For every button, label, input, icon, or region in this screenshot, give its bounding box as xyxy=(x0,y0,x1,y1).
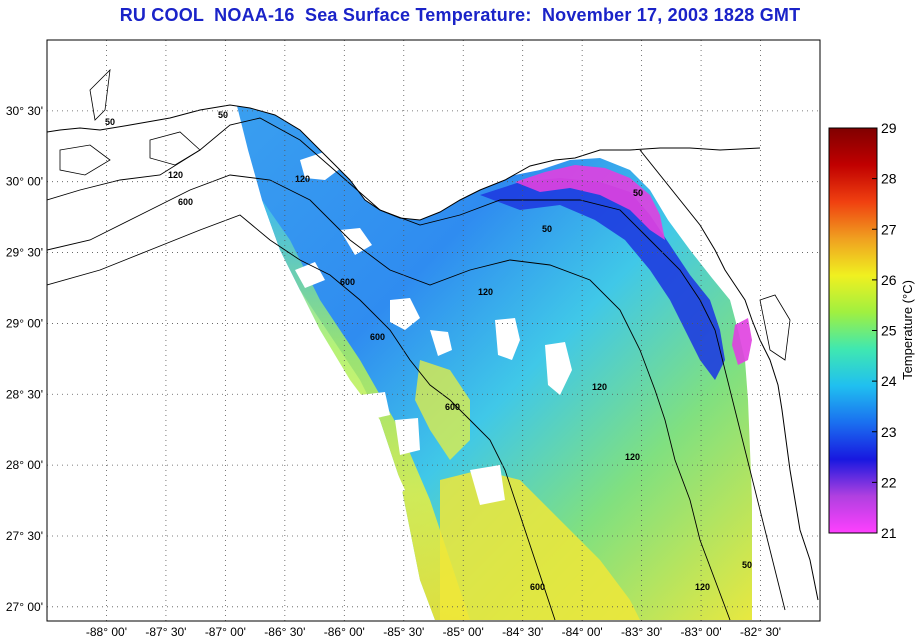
colorbar: 29 28 27 26 25 24 23 22 21 Temperature (°C) xyxy=(828,120,915,541)
lon-tick-label: -88° 00' xyxy=(86,625,127,639)
lon-tick-label: -87° 00' xyxy=(205,625,246,639)
colorbar-tick-label: 25 xyxy=(881,323,897,339)
contour-label: 120 xyxy=(478,287,493,297)
colorbar-tick-label: 27 xyxy=(881,221,897,237)
contour-label: 120 xyxy=(695,582,710,592)
lon-tick-label: -86° 30' xyxy=(264,625,305,639)
contour-label: 600 xyxy=(445,402,460,412)
map-title: RU COOL NOAA-16 Sea Surface Temperature:… xyxy=(119,5,801,25)
contour-label: 50 xyxy=(542,224,552,234)
cloud-gap xyxy=(340,228,372,255)
map-border xyxy=(46,39,821,622)
lat-tick-label: 30° 30' xyxy=(6,104,43,118)
cloud-gap xyxy=(470,465,505,505)
cloud-gap xyxy=(545,342,572,395)
sst-nearshore-cold xyxy=(480,178,725,380)
colorbar-title: Temperature (°C) xyxy=(900,280,915,380)
lat-tick-label: 29° 00' xyxy=(6,316,43,330)
contour-label: 600 xyxy=(370,332,385,342)
colorbar-tick-label: 22 xyxy=(881,474,897,490)
coastline-west-florida xyxy=(639,149,819,601)
cloud-gap xyxy=(430,330,452,356)
lon-tick-label: -82° 30' xyxy=(740,625,781,639)
colorbar-tick-label: 23 xyxy=(881,424,897,440)
cloud-gap xyxy=(360,392,390,420)
contour-label: 120 xyxy=(295,174,310,184)
contour-label: 50 xyxy=(742,560,752,570)
colorbar-tick-label: 24 xyxy=(881,373,897,389)
lat-tick-label: 27° 30' xyxy=(6,529,43,543)
longitude-labels: -88° 00' -87° 30' -87° 00' -86° 30' -86° 00'… xyxy=(86,625,781,639)
lon-tick-label: -83° 00' xyxy=(681,625,722,639)
sst-warm-south xyxy=(440,470,640,620)
lon-tick-label: -85° 00' xyxy=(443,625,484,639)
contour-label: 600 xyxy=(340,277,355,287)
cloud-gap xyxy=(360,515,390,555)
contour-50m xyxy=(47,117,786,611)
sst-imagery xyxy=(236,88,752,620)
sst-swath-west xyxy=(262,200,470,620)
contour-120m xyxy=(47,174,731,621)
contour-label: 120 xyxy=(625,452,640,462)
lon-tick-label: -87° 30' xyxy=(145,625,186,639)
bay-outline xyxy=(759,294,791,361)
contour-label: 50 xyxy=(633,188,643,198)
contour-label: 120 xyxy=(168,170,183,180)
contour-600m xyxy=(47,214,556,621)
contour-labels: 50 50 120 600 120 600 600 120 120 600 12… xyxy=(105,110,752,592)
lat-tick-label: 28° 30' xyxy=(6,387,43,401)
contour-label: 120 xyxy=(592,382,607,392)
bay-outline xyxy=(59,144,111,176)
island-outline xyxy=(89,68,111,121)
cloud-gap xyxy=(495,318,520,360)
sst-coldest-big-bend xyxy=(515,165,665,240)
contour-label: 600 xyxy=(530,582,545,592)
lat-tick-label: 29° 30' xyxy=(6,246,43,260)
graticule xyxy=(47,40,820,621)
lon-tick-label: -84° 00' xyxy=(562,625,603,639)
sst-coldest-tampa xyxy=(732,318,752,365)
colorbar-tick-label: 21 xyxy=(881,525,897,541)
lon-tick-label: -84° 30' xyxy=(502,625,543,639)
contour-label: 50 xyxy=(105,117,115,127)
colorbar-ticks: 29 28 27 26 25 24 23 22 21 xyxy=(872,120,897,541)
bathymetry-contours xyxy=(47,117,786,621)
lon-tick-label: -85° 30' xyxy=(383,625,424,639)
latitude-labels: 30° 30' 30° 00' 29° 30' 29° 00' 28° 30' 28° 0… xyxy=(6,104,43,614)
cloud-gap xyxy=(380,468,405,500)
lat-tick-label: 30° 00' xyxy=(6,175,43,189)
contour-label: 50 xyxy=(218,110,228,120)
colorbar-tick-label: 28 xyxy=(881,171,897,187)
lon-tick-label: -83° 30' xyxy=(621,625,662,639)
lon-tick-label: -86° 00' xyxy=(324,625,365,639)
contour-label: 600 xyxy=(178,197,193,207)
sst-warm-mid xyxy=(415,360,470,460)
colorbar-scale xyxy=(828,127,878,534)
lat-tick-label: 28° 00' xyxy=(6,458,43,472)
colorbar-tick-label: 29 xyxy=(881,120,897,136)
cloud-gap xyxy=(390,298,420,330)
lat-tick-label: 27° 00' xyxy=(6,600,43,614)
land-north xyxy=(47,40,820,220)
colorbar-tick-label: 26 xyxy=(881,272,897,288)
cloud-gap xyxy=(395,418,420,455)
